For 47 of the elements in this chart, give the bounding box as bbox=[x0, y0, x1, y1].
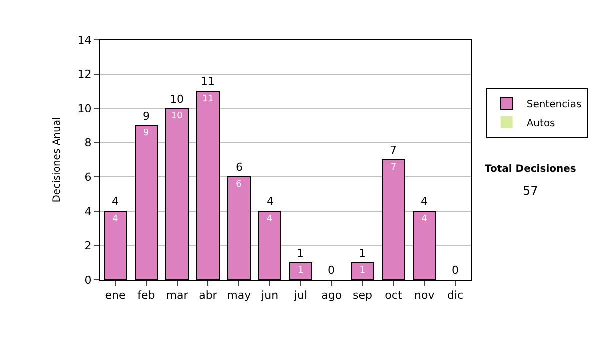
text: 57 bbox=[523, 184, 538, 198]
total-label: 9 bbox=[143, 110, 150, 123]
y-tick-label: 14 bbox=[78, 34, 92, 47]
total-label: 4 bbox=[112, 195, 119, 208]
legend-label: Sentencias bbox=[526, 99, 582, 110]
data-label: 4 bbox=[112, 214, 118, 224]
data-label: 7 bbox=[390, 163, 397, 173]
y-tick-label: 2 bbox=[84, 240, 92, 253]
y-tick-label: 0 bbox=[84, 274, 92, 287]
text: Total Decisiones bbox=[485, 164, 576, 175]
x-tick-label: ago bbox=[322, 289, 342, 302]
total-label: 6 bbox=[236, 161, 243, 174]
x-tick-label: may bbox=[227, 289, 252, 302]
x-tick-label: jun bbox=[260, 289, 279, 302]
x-tick-label: jul bbox=[293, 289, 308, 302]
x-tick-label: ene bbox=[105, 289, 126, 302]
x-tick-label: dic bbox=[447, 289, 464, 302]
x-tick-label: oct bbox=[385, 289, 403, 302]
total-label: 0 bbox=[452, 264, 459, 277]
x-tick-label: feb bbox=[138, 289, 156, 302]
total-label: 10 bbox=[170, 93, 184, 106]
data-label: 4 bbox=[267, 214, 274, 224]
total-label: 4 bbox=[421, 195, 428, 208]
y-tick-label: 6 bbox=[84, 170, 92, 184]
total-label: 11 bbox=[201, 75, 215, 88]
total-label: 7 bbox=[390, 144, 397, 157]
x-tick-label: mar bbox=[166, 289, 189, 302]
x-tick-label: abr bbox=[199, 289, 218, 302]
legend-label: Autos bbox=[526, 118, 556, 130]
data-label: 11 bbox=[202, 94, 214, 104]
total-label: 1 bbox=[359, 247, 366, 260]
y-tick-label: 8 bbox=[84, 136, 92, 150]
data-label: 10 bbox=[171, 112, 184, 122]
data-label: 1 bbox=[298, 266, 304, 276]
data-label: 9 bbox=[143, 128, 150, 139]
total-label: 1 bbox=[297, 247, 304, 260]
total-label: 0 bbox=[328, 264, 335, 277]
x-tick-label: nov bbox=[414, 289, 436, 302]
data-label: 6 bbox=[236, 180, 242, 190]
data-label: 1 bbox=[360, 266, 366, 276]
y-tick-label: 12 bbox=[78, 68, 92, 82]
y-axis-title: Decisiones Anual bbox=[52, 117, 63, 203]
x-tick-label: sep bbox=[353, 289, 373, 302]
y-tick-label: 10 bbox=[78, 102, 92, 116]
total-label: 4 bbox=[267, 195, 274, 208]
data-label: 4 bbox=[422, 214, 428, 224]
y-tick-label: 4 bbox=[84, 205, 92, 218]
